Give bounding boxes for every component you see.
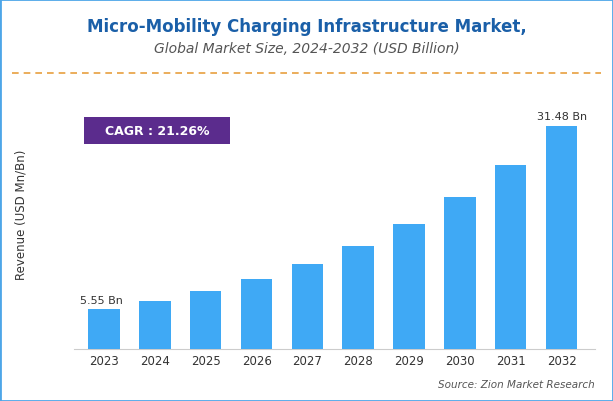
- Text: 5.55 Bn: 5.55 Bn: [80, 296, 123, 306]
- FancyBboxPatch shape: [84, 118, 230, 145]
- Bar: [495, 166, 527, 349]
- Bar: [88, 310, 120, 349]
- Bar: [394, 224, 425, 349]
- Bar: [190, 291, 221, 349]
- Text: Micro-Mobility Charging Infrastructure Market,: Micro-Mobility Charging Infrastructure M…: [86, 18, 527, 36]
- Bar: [139, 301, 170, 349]
- Text: Source: Zion Market Research: Source: Zion Market Research: [438, 379, 595, 389]
- Bar: [292, 264, 323, 349]
- Bar: [444, 198, 476, 349]
- Text: Revenue (USD Mn/Bn): Revenue (USD Mn/Bn): [15, 150, 28, 279]
- Text: Global Market Size, 2024-2032 (USD Billion): Global Market Size, 2024-2032 (USD Billi…: [154, 42, 459, 56]
- Bar: [343, 246, 374, 349]
- Text: 31.48 Bn: 31.48 Bn: [536, 112, 587, 122]
- Text: CAGR : 21.26%: CAGR : 21.26%: [105, 125, 209, 138]
- Bar: [546, 126, 577, 349]
- Bar: [241, 279, 272, 349]
